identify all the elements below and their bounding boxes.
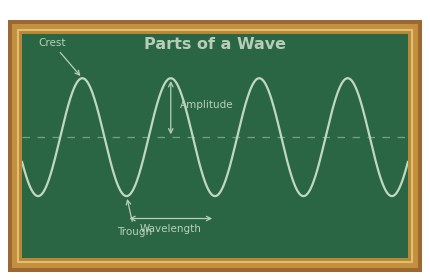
Bar — [12, 24, 418, 268]
Bar — [22, 34, 408, 258]
Text: Parts of a Wave: Parts of a Wave — [144, 37, 286, 52]
Bar — [18, 30, 412, 262]
Text: Wavelength: Wavelength — [140, 224, 202, 234]
Text: Crest: Crest — [38, 38, 80, 75]
Text: Trough: Trough — [117, 200, 152, 237]
Text: Amplitude: Amplitude — [181, 100, 234, 110]
